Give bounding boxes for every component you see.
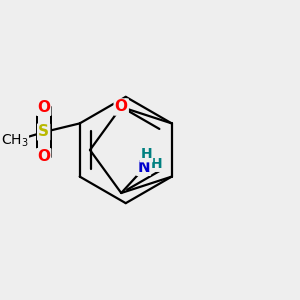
Text: O: O: [37, 100, 50, 115]
Text: H: H: [151, 157, 162, 171]
Text: CH$_3$: CH$_3$: [1, 132, 28, 149]
Text: N: N: [137, 160, 150, 175]
Text: O: O: [37, 149, 50, 164]
Text: O: O: [115, 100, 128, 115]
Text: S: S: [38, 124, 49, 140]
Text: H: H: [140, 147, 152, 161]
